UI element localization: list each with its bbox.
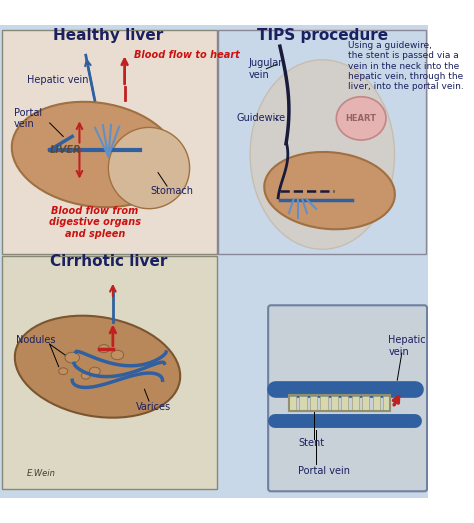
Ellipse shape <box>250 60 394 249</box>
Bar <box>289 395 390 411</box>
Bar <box>352 395 359 410</box>
Bar <box>362 395 369 410</box>
Text: Guidewire: Guidewire <box>237 113 286 123</box>
Ellipse shape <box>65 352 80 363</box>
Bar <box>300 395 307 410</box>
Ellipse shape <box>90 367 100 376</box>
Text: Using a guidewire,
the stent is passed via a
vein in the neck into the
hepatic v: Using a guidewire, the stent is passed v… <box>347 41 464 92</box>
Bar <box>320 395 328 410</box>
Ellipse shape <box>15 316 180 418</box>
Ellipse shape <box>59 368 68 374</box>
Ellipse shape <box>111 350 124 360</box>
Bar <box>331 395 338 410</box>
Text: Jugular
vein: Jugular vein <box>248 58 283 79</box>
FancyBboxPatch shape <box>2 256 217 488</box>
Text: HEART: HEART <box>346 114 377 123</box>
Text: Blood flow to heart: Blood flow to heart <box>134 50 239 60</box>
Text: Cirrhotic liver: Cirrhotic liver <box>50 254 167 268</box>
Text: Varices: Varices <box>136 402 171 412</box>
FancyBboxPatch shape <box>2 30 217 254</box>
Ellipse shape <box>12 102 178 207</box>
Text: Blood flow from
digestive organs
and spleen: Blood flow from digestive organs and spl… <box>49 206 141 239</box>
Bar <box>373 395 380 410</box>
Text: E.Wein: E.Wein <box>27 469 56 477</box>
Ellipse shape <box>109 128 190 209</box>
FancyBboxPatch shape <box>268 305 427 491</box>
Ellipse shape <box>81 372 90 379</box>
Ellipse shape <box>99 345 109 353</box>
Bar <box>289 395 296 410</box>
Text: Hepatic vein: Hepatic vein <box>27 75 89 85</box>
Text: LIVER: LIVER <box>50 145 81 155</box>
Text: TIPS procedure: TIPS procedure <box>257 28 388 43</box>
Text: Nodules: Nodules <box>16 335 56 345</box>
Text: Portal
vein: Portal vein <box>14 108 42 129</box>
Ellipse shape <box>337 97 386 140</box>
FancyBboxPatch shape <box>219 30 426 254</box>
Bar <box>341 395 348 410</box>
Text: Stomach: Stomach <box>150 186 193 196</box>
Text: Hepatic
vein: Hepatic vein <box>388 335 426 357</box>
Text: Healthy liver: Healthy liver <box>53 28 164 43</box>
Text: Portal vein: Portal vein <box>298 465 350 475</box>
Text: Stent: Stent <box>298 438 324 448</box>
Bar <box>310 395 317 410</box>
Bar <box>383 395 390 410</box>
Ellipse shape <box>264 152 395 229</box>
